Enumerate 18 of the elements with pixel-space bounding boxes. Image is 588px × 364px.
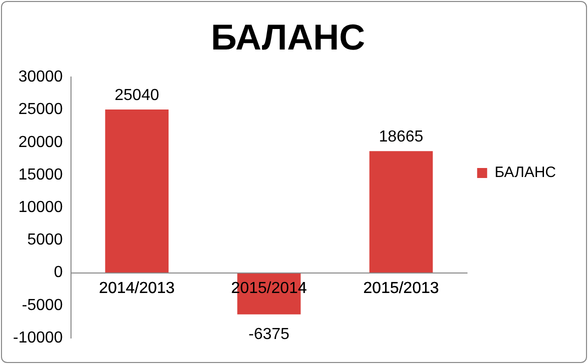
y-tick-label: 15000 <box>18 166 63 184</box>
chart-title: БАЛАНС <box>210 16 366 58</box>
y-tick-label: 10000 <box>18 199 63 216</box>
data-label: 18665 <box>378 128 424 146</box>
y-tick-label: 5000 <box>27 232 63 249</box>
y-tick-label: -5000 <box>22 296 63 314</box>
data-label: 25040 <box>114 86 160 104</box>
y-tick-label: 20000 <box>18 134 63 151</box>
y-tick-label: 25000 <box>18 101 63 118</box>
y-tick-label: 0 <box>54 264 63 282</box>
x-tick-label: 2015/2013 <box>363 280 439 297</box>
bar <box>105 110 169 273</box>
y-tick-label: -10000 <box>12 329 63 346</box>
x-tick-label: 2014/2013 <box>99 280 175 297</box>
y-tick-label: 30000 <box>18 68 63 86</box>
bar <box>369 151 433 273</box>
data-label: -6375 <box>248 326 290 343</box>
legend-label: БАЛАНС <box>494 164 556 182</box>
